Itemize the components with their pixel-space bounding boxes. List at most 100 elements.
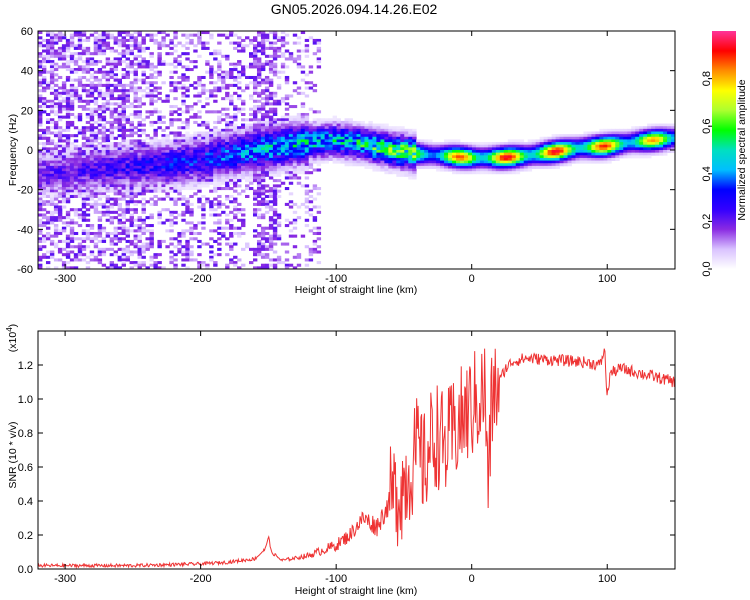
spectrogram-cell bbox=[105, 218, 111, 222]
spectrogram-cell bbox=[475, 142, 481, 146]
spectrogram-cell bbox=[77, 115, 83, 119]
spectrogram-cell bbox=[225, 75, 230, 79]
spectrogram-cell bbox=[113, 200, 119, 204]
spectrogram-cell bbox=[312, 118, 318, 122]
spectrogram-cell bbox=[97, 216, 103, 220]
spectrogram-cell bbox=[165, 187, 170, 191]
spectrogram-cell bbox=[97, 234, 103, 238]
spectrogram-cell bbox=[133, 68, 138, 72]
spectrogram-cell bbox=[241, 163, 246, 167]
spectrogram-cell bbox=[288, 176, 294, 180]
spectrogram-cell bbox=[149, 33, 154, 37]
spectrogram-cell bbox=[467, 160, 473, 164]
spectrogram-cell bbox=[105, 36, 111, 40]
spectrogram-cell bbox=[77, 41, 83, 45]
spectrogram-cell bbox=[38, 221, 43, 225]
spectrogram-cell bbox=[81, 189, 87, 193]
spectrogram-cell bbox=[109, 73, 115, 77]
spectrogram-cell bbox=[436, 168, 441, 172]
spectrogram-cell bbox=[169, 213, 174, 217]
spectrogram-cell bbox=[308, 126, 314, 130]
spectrogram-cell bbox=[133, 142, 138, 146]
spectrogram-cell bbox=[97, 38, 103, 42]
spectrogram-cell bbox=[65, 261, 71, 265]
spectrogram-cell bbox=[57, 173, 63, 177]
spectrogram-cell bbox=[133, 62, 138, 66]
spectrogram-cell bbox=[233, 263, 238, 267]
spectrogram-cell bbox=[105, 165, 111, 169]
spectrogram-cell bbox=[368, 128, 373, 132]
spectrogram-cell bbox=[320, 131, 326, 135]
spectrogram-cell bbox=[344, 136, 349, 140]
spectrogram-cell bbox=[209, 155, 214, 159]
spectrogram-cell bbox=[643, 150, 648, 154]
spectrogram-cell bbox=[511, 157, 517, 161]
spectrogram-cell bbox=[117, 231, 123, 236]
spectrogram-cell bbox=[229, 176, 234, 180]
spectrogram-cell bbox=[173, 57, 178, 61]
spectrogram-cell bbox=[479, 152, 485, 156]
spectrogram-cell bbox=[515, 142, 521, 146]
spectrogram-cell bbox=[137, 237, 142, 241]
spectrogram-cell bbox=[69, 163, 75, 167]
spectrogram-cell bbox=[153, 144, 158, 148]
spectrogram-cell bbox=[105, 73, 111, 77]
spectrogram-cell bbox=[448, 160, 453, 164]
spectrogram-cell bbox=[61, 115, 67, 119]
spectrogram-cell bbox=[380, 147, 385, 151]
spectrogram-cell bbox=[555, 136, 560, 140]
spectrogram-cell bbox=[125, 134, 130, 138]
spectrogram-cell bbox=[491, 147, 497, 151]
spectrogram-cell bbox=[125, 229, 130, 233]
spectrogram-cell bbox=[252, 44, 258, 48]
spectrogram-cell bbox=[193, 94, 198, 98]
spectrogram-cell bbox=[312, 38, 318, 42]
spectrogram-cell bbox=[320, 126, 326, 130]
spectrogram-cell bbox=[137, 234, 142, 238]
spectrogram-cell bbox=[392, 142, 397, 146]
spectrogram-cell bbox=[97, 123, 103, 127]
spectrogram-cell bbox=[404, 155, 409, 159]
spectrogram-cell bbox=[460, 160, 465, 164]
spectrogram-cell bbox=[336, 118, 341, 122]
spectrogram-cell bbox=[85, 36, 91, 40]
spectrogram-cell bbox=[412, 165, 417, 169]
spectrogram-cell bbox=[304, 147, 310, 151]
spectrogram-cell bbox=[607, 160, 612, 164]
spectrogram-cell bbox=[292, 147, 298, 151]
spectrogram-cell bbox=[639, 147, 644, 151]
spectrogram-cell bbox=[233, 134, 238, 138]
spectrogram-cell bbox=[252, 89, 258, 93]
spectrogram-cell bbox=[276, 123, 282, 127]
spectrogram-cell bbox=[45, 202, 51, 206]
spectrogram-cell bbox=[595, 155, 600, 159]
spectrogram-cell bbox=[69, 70, 75, 74]
spectrogram-cell bbox=[639, 128, 644, 132]
spectrogram-cell bbox=[53, 160, 59, 164]
spectrogram-cell bbox=[300, 49, 306, 53]
spectrogram-cell bbox=[173, 139, 178, 143]
spectrogram-cell bbox=[671, 128, 676, 132]
spectrogram-cell bbox=[129, 155, 134, 159]
spectrogram-cell bbox=[141, 155, 146, 159]
spectrogram-cell bbox=[101, 150, 107, 154]
spectrogram-cell bbox=[69, 173, 75, 177]
spectrogram-cell bbox=[201, 202, 206, 206]
spectrogram-cell bbox=[61, 91, 67, 95]
spectrogram-cell bbox=[57, 136, 63, 140]
spectrogram-cell bbox=[352, 123, 357, 127]
spectrogram-cell bbox=[396, 165, 401, 169]
spectrogram-cell bbox=[177, 231, 182, 236]
spectrogram-cell bbox=[535, 160, 541, 164]
spectrogram-cell bbox=[245, 65, 250, 69]
spectrogram-cell bbox=[276, 173, 282, 177]
spectrogram-cell bbox=[249, 134, 254, 138]
spectrogram-cell bbox=[463, 152, 469, 156]
spectrogram-cell bbox=[252, 266, 258, 270]
spectrogram-cell bbox=[61, 168, 67, 172]
spectrogram-cell bbox=[41, 75, 47, 79]
spectrogram-cell bbox=[221, 168, 226, 172]
spectrogram-cell bbox=[38, 89, 43, 93]
spectrogram-cell bbox=[304, 136, 310, 140]
spectrogram-cell bbox=[252, 229, 258, 233]
